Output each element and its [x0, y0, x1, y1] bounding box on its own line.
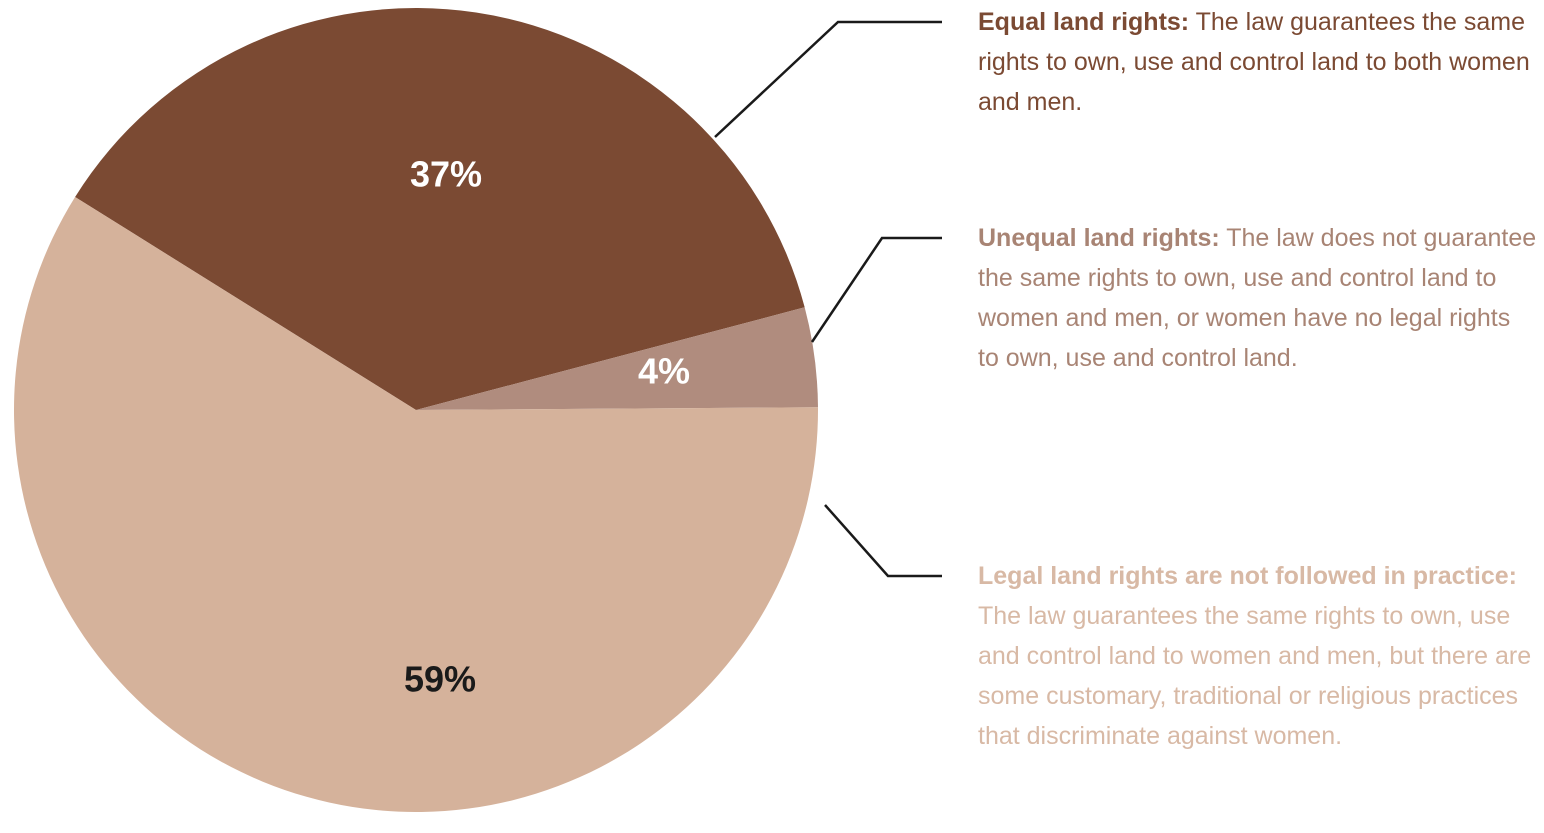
- pie: 37% 4% 59%: [13, 7, 819, 813]
- legend-title: Legal land rights are not followed in pr…: [978, 562, 1517, 590]
- pie-slice: [13, 196, 819, 813]
- pie-slice: [416, 307, 818, 410]
- legend-entry: Equal land rights: The law guarantees th…: [978, 2, 1538, 122]
- legend-entry: Unequal land rights: The law does not gu…: [978, 218, 1538, 378]
- legend-description: The law guarantees the same rights to ow…: [978, 602, 1532, 750]
- value-label: 59%: [404, 659, 476, 700]
- legend-title: Equal land rights:: [978, 8, 1190, 36]
- pie-slice: [75, 7, 805, 411]
- leader-line: [810, 236, 942, 343]
- legend-description: The law guarantees the same rights to ow…: [978, 8, 1530, 116]
- value-label: 37%: [410, 154, 482, 195]
- leader-line: [824, 504, 942, 578]
- leader-line: [714, 20, 942, 138]
- legend-entry: Legal land rights are not followed in pr…: [978, 556, 1538, 756]
- legend-title: Unequal land rights:: [978, 224, 1220, 252]
- legend-description: The law does not guarantee the same righ…: [978, 224, 1537, 372]
- value-label: 4%: [638, 351, 690, 392]
